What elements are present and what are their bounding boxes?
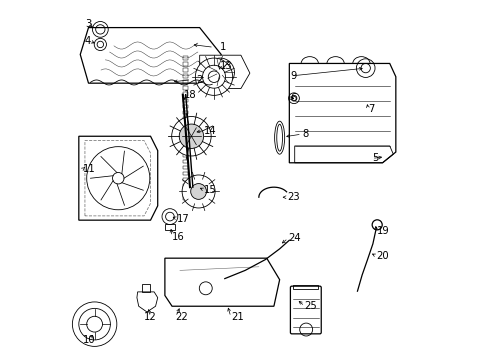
Text: 9: 9	[290, 71, 296, 81]
Circle shape	[208, 71, 219, 82]
Bar	[183, 105, 187, 108]
Text: 21: 21	[230, 312, 243, 322]
Text: 5: 5	[371, 153, 377, 163]
Bar	[183, 196, 187, 200]
Text: 23: 23	[286, 192, 299, 202]
Circle shape	[190, 184, 206, 199]
Bar	[183, 141, 187, 145]
Text: 13: 13	[220, 61, 232, 71]
Text: 19: 19	[376, 226, 388, 236]
Bar	[183, 123, 187, 127]
Text: 18: 18	[184, 90, 197, 100]
Bar	[183, 111, 187, 114]
Text: 11: 11	[82, 164, 95, 174]
Bar	[183, 129, 187, 133]
Text: 3: 3	[85, 19, 91, 29]
Bar	[183, 117, 187, 121]
Text: 8: 8	[301, 129, 307, 139]
Text: 12: 12	[144, 312, 157, 322]
Bar	[183, 93, 187, 96]
Bar	[183, 190, 187, 194]
Bar	[183, 74, 187, 78]
Bar	[293, 285, 318, 289]
Bar	[183, 135, 187, 139]
Circle shape	[171, 117, 211, 156]
Bar	[183, 99, 187, 102]
Bar	[164, 224, 175, 230]
Bar	[142, 284, 149, 292]
Bar	[183, 172, 187, 175]
Text: 6: 6	[290, 93, 296, 103]
Text: 15: 15	[204, 185, 217, 195]
Bar	[183, 86, 187, 90]
Text: 14: 14	[204, 126, 217, 135]
Text: 25: 25	[304, 301, 317, 311]
Circle shape	[195, 58, 232, 95]
Bar	[183, 153, 187, 157]
Circle shape	[179, 124, 203, 148]
Text: 24: 24	[287, 233, 300, 243]
Bar	[183, 68, 187, 72]
Circle shape	[182, 175, 215, 208]
Text: 17: 17	[177, 214, 189, 224]
Text: 22: 22	[175, 312, 188, 322]
Bar	[183, 166, 187, 169]
Bar	[183, 62, 187, 66]
Text: 16: 16	[172, 232, 184, 242]
Circle shape	[202, 65, 225, 88]
Bar	[183, 147, 187, 151]
Bar	[183, 178, 187, 181]
Bar	[183, 159, 187, 163]
Text: 20: 20	[376, 251, 388, 261]
Text: 4: 4	[85, 36, 91, 46]
Text: 7: 7	[367, 104, 374, 114]
Bar	[183, 80, 187, 84]
Text: 2: 2	[196, 75, 202, 85]
Text: 10: 10	[83, 334, 96, 345]
Bar	[183, 184, 187, 188]
Bar	[183, 56, 187, 59]
Polygon shape	[199, 55, 249, 89]
Text: 1: 1	[219, 42, 225, 52]
